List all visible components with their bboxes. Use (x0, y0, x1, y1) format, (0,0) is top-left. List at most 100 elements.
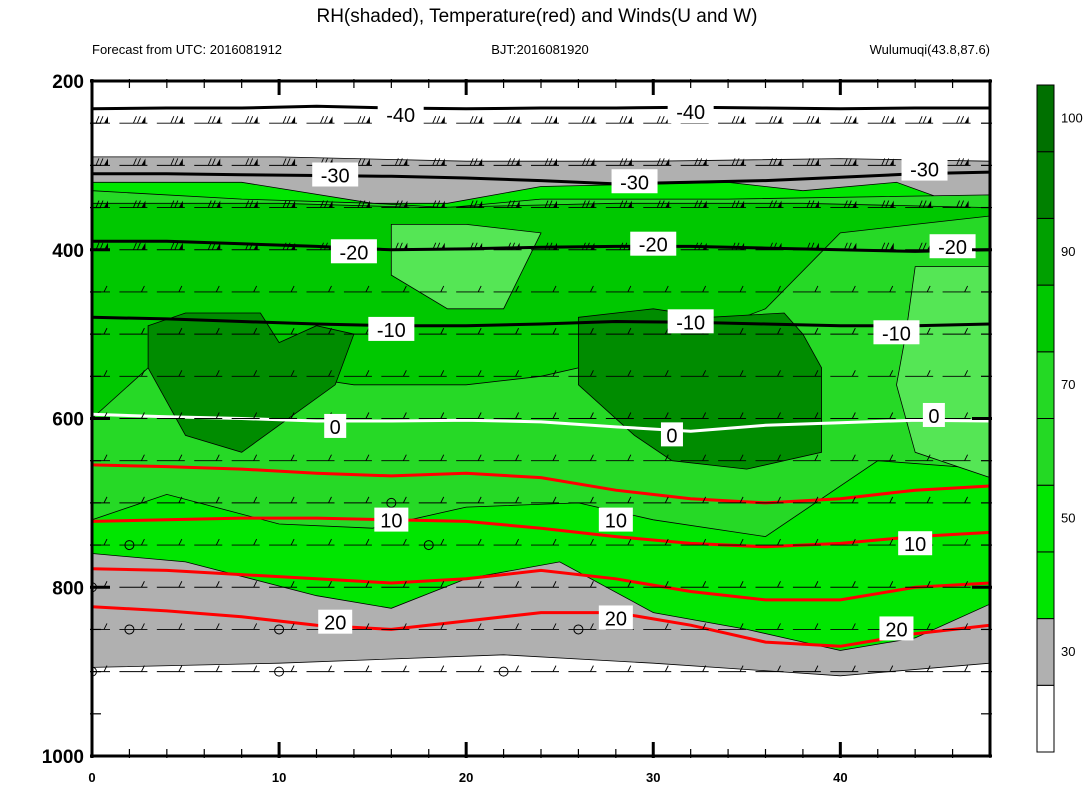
wind-barb-feather (889, 370, 894, 377)
wind-barb-feather (739, 370, 744, 377)
wind-barb-feather (286, 158, 291, 166)
wind-barb-feather (328, 454, 332, 461)
wind-barb-feather (548, 158, 553, 166)
wind-barb-feather (960, 200, 964, 208)
wind-barb-feather (178, 327, 183, 335)
wind-barb-feather (702, 454, 707, 461)
wind-barb-feather (777, 665, 781, 672)
wind-barb-feather (170, 158, 175, 166)
wind-barb-feather (290, 412, 295, 419)
wind-barb-feather (249, 158, 254, 166)
wind-barb-flag (291, 242, 296, 250)
colorbar-swatch (1036, 284, 1055, 353)
contour-label: 10 (605, 511, 627, 533)
wind-barb-feather (440, 496, 445, 504)
wind-barb-feather (440, 623, 445, 630)
wind-barb-feather (320, 200, 324, 208)
wind-barb-feather (777, 581, 781, 588)
wind-barb-feather (245, 200, 250, 208)
wind-barb-feather (773, 242, 777, 250)
wind-barb-feather (215, 285, 220, 293)
wind-barb-feather (290, 665, 295, 672)
wind-barb-flag (291, 200, 296, 208)
wind-barb-feather (398, 200, 403, 208)
wind-barb-feather (507, 242, 511, 250)
wind-barb-feather (290, 623, 295, 630)
contour-label-bg (377, 101, 424, 126)
wind-barb-flag (440, 200, 445, 208)
wind-barb-feather (889, 454, 894, 461)
wind-barb-feather (590, 496, 594, 504)
wind-barb-feather (964, 623, 968, 630)
wind-barb-flag (889, 242, 894, 250)
wind-barb-feather (623, 242, 628, 250)
calm-marker (423, 540, 434, 551)
wind-barb-feather (402, 412, 407, 419)
wind-barb-feather (922, 200, 927, 208)
contour-label: 20 (605, 608, 627, 630)
wind-barb-flag (852, 200, 857, 208)
wind-barb-feather (174, 200, 179, 208)
wind-barb-feather (436, 200, 441, 208)
wind-barb-feather (847, 200, 852, 208)
wind-barb-feather (810, 242, 815, 250)
wind-barb-feather (926, 496, 931, 504)
temp-contour-5 (92, 463, 990, 505)
contour-label-bg (667, 99, 714, 124)
wind-barb-feather (889, 665, 894, 672)
calm-marker (274, 666, 285, 677)
wind-barb-feather (402, 623, 407, 630)
wind-barb-feather (586, 242, 590, 250)
wind-barb-feather (843, 242, 848, 250)
contour-label: 20 (885, 619, 907, 641)
wind-barb-feather (141, 285, 145, 293)
wind-barb-flag (777, 242, 782, 250)
wind-barb-feather (141, 370, 145, 377)
wind-barb-feather (328, 581, 332, 588)
wind-barb-flag (889, 158, 894, 166)
wind-barb-feather (843, 200, 848, 208)
wind-barb-feather (178, 370, 183, 377)
wind-barb-feather (253, 623, 258, 630)
wind-barb-feather (436, 158, 441, 166)
wind-barb-feather (432, 158, 437, 166)
y-tick-label: 800 (52, 578, 84, 599)
wind-barb-feather (739, 623, 744, 630)
wind-barb-flag (253, 242, 258, 250)
contour-label: 0 (928, 406, 939, 428)
wind-barb-feather (739, 285, 744, 293)
contour-label-bg (312, 162, 359, 187)
wind-barb-feather (739, 412, 744, 419)
wind-barbs (92, 116, 971, 677)
wind-barb-feather (739, 496, 744, 504)
wind-barb-feather (619, 116, 624, 124)
wind-barb-feather (739, 581, 744, 588)
wind-barb-feather (515, 623, 519, 630)
wind-barb-flag (964, 116, 969, 124)
wind-barb-feather (851, 665, 856, 672)
wind-barb-feather (544, 116, 549, 124)
wind-barb-feather (777, 538, 781, 546)
wind-barb-feather (361, 200, 366, 208)
wind-barb-flag (328, 116, 333, 124)
wind-barb-feather (814, 370, 819, 377)
wind-barb-feather (623, 200, 628, 208)
wind-barb-feather (926, 581, 931, 588)
wind-barb-flag (553, 158, 557, 166)
wind-barb-feather (590, 538, 594, 546)
contour-label: -20 (938, 237, 967, 259)
wind-barb-feather (698, 200, 703, 208)
wind-barb-flag (216, 116, 221, 124)
wind-barb-feather (731, 116, 736, 124)
wind-barb-feather (664, 496, 669, 504)
wind-barb-feather (402, 285, 407, 293)
wind-barb-feather (552, 412, 557, 419)
wind-barb-feather (290, 496, 295, 504)
wind-barb-feather (885, 200, 890, 208)
contour-label-bg (368, 316, 415, 341)
wind-barb-feather (552, 327, 557, 335)
wind-barb-feather (627, 581, 632, 588)
wind-barb-flag (253, 116, 258, 124)
wind-barb-feather (511, 116, 515, 124)
wind-barb-feather (133, 158, 137, 166)
